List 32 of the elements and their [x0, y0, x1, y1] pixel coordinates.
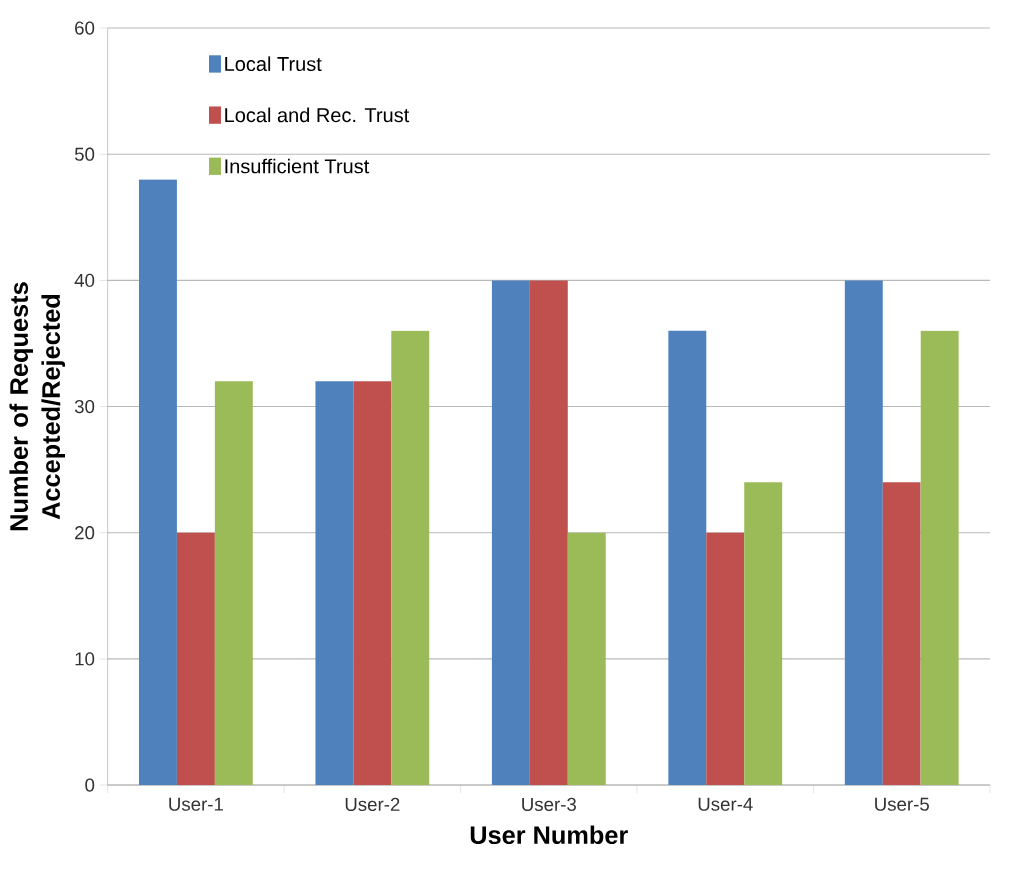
bar — [491, 280, 530, 786]
bar — [176, 532, 215, 786]
legend-label: Local and Rec. Trust — [225, 107, 410, 123]
x-axis-title: User Number — [470, 825, 628, 845]
bar — [529, 280, 568, 786]
bar — [882, 482, 921, 786]
y-tick-label: 10 — [75, 652, 95, 666]
bar — [920, 330, 959, 786]
bar — [391, 330, 430, 786]
bar — [706, 532, 745, 786]
legend-label: Insufficient Trust — [225, 158, 370, 174]
bar — [353, 381, 392, 786]
bar — [567, 532, 606, 786]
y-tick-label: 40 — [74, 273, 95, 288]
x-tick-label: User-3 — [522, 797, 576, 811]
x-tick-label: User-1 — [169, 797, 223, 811]
y-tick-label: 20 — [75, 526, 95, 540]
y-tick-label: 60 — [75, 21, 95, 35]
y-axis-title: Number of Requests Accepted/Rejected — [9, 282, 66, 531]
y-tick-label: 0 — [85, 778, 95, 792]
x-tick-label: User-5 — [875, 797, 929, 811]
bar — [315, 381, 354, 786]
y-tick-label: 30 — [74, 399, 95, 414]
bar — [744, 482, 783, 786]
x-tick-label: User-4 — [698, 797, 753, 811]
legend-label: Local Trust — [225, 56, 322, 72]
y-tick-label: 50 — [74, 147, 95, 161]
bar — [138, 179, 177, 786]
bar — [844, 280, 883, 786]
bar — [214, 381, 253, 786]
x-tick-label: User-2 — [345, 797, 400, 811]
bar — [668, 330, 707, 786]
